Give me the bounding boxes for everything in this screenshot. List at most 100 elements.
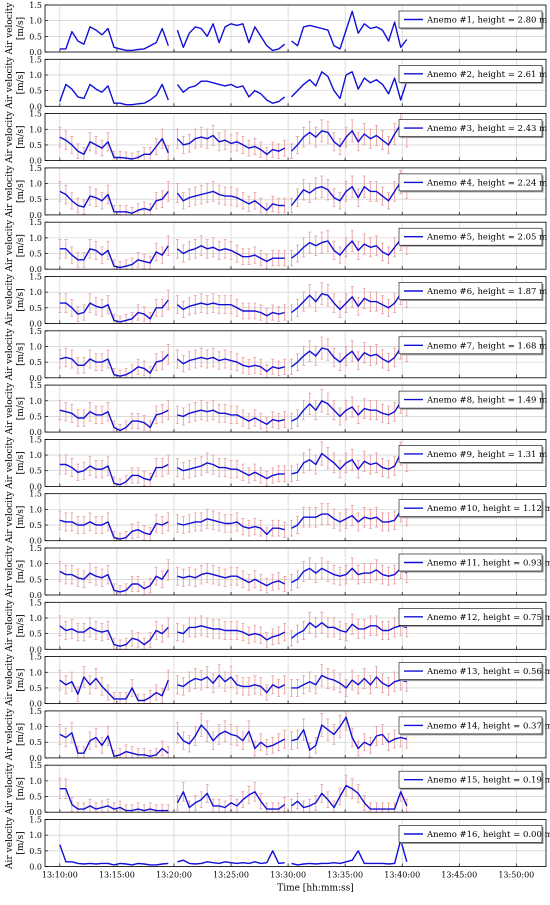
y-tick-label: 0.5 (29, 684, 42, 693)
y-axis-unit: [m/s] (16, 343, 26, 366)
series-line (59, 569, 169, 593)
series-line (290, 181, 408, 206)
legend-box (398, 825, 543, 843)
legend-label: Anemo #3, height = 2.43 m (426, 124, 547, 134)
y-axis-label: Air velocity (5, 110, 15, 164)
y-tick-label: 1.0 (29, 397, 42, 406)
series-line (176, 302, 285, 317)
plot-frame (44, 601, 547, 650)
y-tick-label: 1.5 (29, 327, 42, 336)
panel-13: 0.0 0.5 1.0 1.5 Air velocity [m/s] Anemo #13, … (5, 653, 550, 709)
plot-frame (44, 4, 547, 53)
panel-9: 0.0 0.5 1.0 1.5 Air velocity [m/s] Anemo #9, h… (5, 435, 547, 491)
y-tick-label: 0.0 (29, 591, 42, 600)
legend-label: Anemo #6, height = 1.87 m (426, 287, 547, 297)
series-line (291, 622, 407, 639)
y-axis-unit: [m/s] (16, 180, 26, 203)
legend-label: Anemo #5, height = 2.05 m (426, 233, 547, 243)
legend-box (398, 716, 543, 735)
y-tick-label: 1.0 (29, 125, 42, 134)
series-line (59, 245, 169, 269)
y-tick-label: 0.0 (29, 863, 42, 872)
x-tick-label: 13:20:00 (156, 871, 192, 880)
series-line (176, 190, 285, 211)
y-axis-label: Air velocity (5, 436, 15, 490)
plot-frame (44, 113, 547, 161)
legend-label: Anemo #7, height = 1.68 m (426, 341, 547, 351)
y-axis-unit: [m/s] (16, 451, 26, 474)
y-tick-label: 1.5 (29, 1, 42, 10)
series-line (290, 71, 408, 101)
y-tick-label: 1.0 (29, 777, 42, 786)
y-tick-label: 0.5 (29, 195, 42, 204)
y-tick-label: 1.0 (29, 614, 42, 623)
series-line (59, 844, 169, 866)
legend-label: Anemo #13, height = 0.56 m (426, 667, 550, 677)
panel-3: 0.0 0.5 1.0 1.5 Air velocity [m/s] Anemo #3, h… (5, 110, 547, 166)
legend-box (398, 336, 543, 355)
y-axis-unit: [m/s] (16, 831, 26, 854)
panel-5: 0.0 0.5 1.0 1.5 Air velocity [m/s] Anemo #5, h… (5, 218, 547, 274)
panel-1: 0.0 0.5 1.0 1.5 Air velocity [m/s] Anemo #1, h… (5, 1, 547, 57)
series-line (176, 791, 286, 810)
plot-frame (44, 330, 547, 379)
plot-frame (44, 438, 547, 487)
legend-label: Anemo #4, height = 2.24 m (426, 178, 547, 188)
y-tick-label: 0.0 (29, 808, 42, 817)
series-line (177, 409, 285, 425)
legend-label: Anemo #12, height = 0.75 m (426, 613, 550, 623)
panel-6: 0.0 0.5 1.0 1.5 Air velocity [m/s] Anemo #6, h… (5, 273, 547, 329)
y-axis-label: Air velocity (5, 545, 15, 599)
x-tick-label: 13:45:00 (441, 871, 477, 880)
x-tick-label: 13:40:00 (384, 871, 420, 880)
y-axis-unit: [m/s] (16, 288, 26, 311)
y-tick-label: 1.5 (29, 218, 42, 227)
y-axis-label: Air velocity (5, 816, 15, 870)
y-tick-label: 0.0 (29, 102, 42, 111)
panel-16: 0.0 0.5 1.0 1.5 Air velocity [m/s] Anemo #16, … (5, 816, 550, 894)
plot-frame (44, 58, 547, 107)
plot-frame (44, 384, 547, 433)
series-line (176, 244, 285, 263)
series-line (177, 572, 286, 587)
y-tick-label: 0.0 (29, 482, 42, 491)
series-line (59, 353, 169, 377)
panel-15: 0.0 0.5 1.0 1.5 Air velocity [m/s] Anemo #15, … (5, 761, 550, 817)
y-tick-label: 1.5 (29, 435, 42, 444)
y-tick-label: 0.0 (29, 537, 42, 546)
y-tick-label: 1.0 (29, 342, 42, 351)
legend-box (398, 227, 543, 246)
y-tick-label: 1.5 (29, 707, 42, 716)
series-line (59, 83, 169, 106)
legend-box (398, 770, 543, 789)
series-line (177, 462, 285, 480)
series-line (59, 409, 169, 432)
y-tick-label: 0.5 (29, 630, 42, 639)
y-axis-label: Air velocity (5, 490, 15, 544)
y-tick-label: 1.5 (29, 55, 42, 64)
x-tick-label: 13:30:00 (270, 871, 306, 880)
series-line (176, 134, 286, 156)
series-line (177, 518, 285, 536)
panel-14: 0.0 0.5 1.0 1.5 Air velocity [m/s] Anemo #14, … (5, 707, 550, 763)
series-line (59, 676, 169, 702)
series-line (59, 519, 169, 540)
legend-box (398, 499, 543, 518)
y-tick-label: 0.0 (29, 645, 42, 654)
legend-box (398, 282, 543, 300)
x-tick-label: 13:25:00 (213, 871, 249, 880)
y-tick-label: 0.5 (29, 738, 42, 747)
y-tick-label: 1.5 (29, 816, 42, 825)
y-tick-label: 0.0 (29, 700, 42, 709)
x-tick-label: 13:15:00 (99, 871, 135, 880)
series-line (291, 10, 408, 50)
legend-label: Anemo #2, height = 2.61 m (426, 70, 547, 80)
y-tick-label: 0.0 (29, 428, 42, 437)
series-line (291, 400, 408, 422)
plot-frame (44, 710, 547, 759)
y-axis-unit: [m/s] (16, 668, 26, 691)
series-line (59, 625, 169, 647)
y-tick-label: 0.5 (29, 141, 42, 150)
y-tick-label: 0.0 (29, 374, 42, 383)
y-tick-label: 0.0 (29, 48, 42, 57)
